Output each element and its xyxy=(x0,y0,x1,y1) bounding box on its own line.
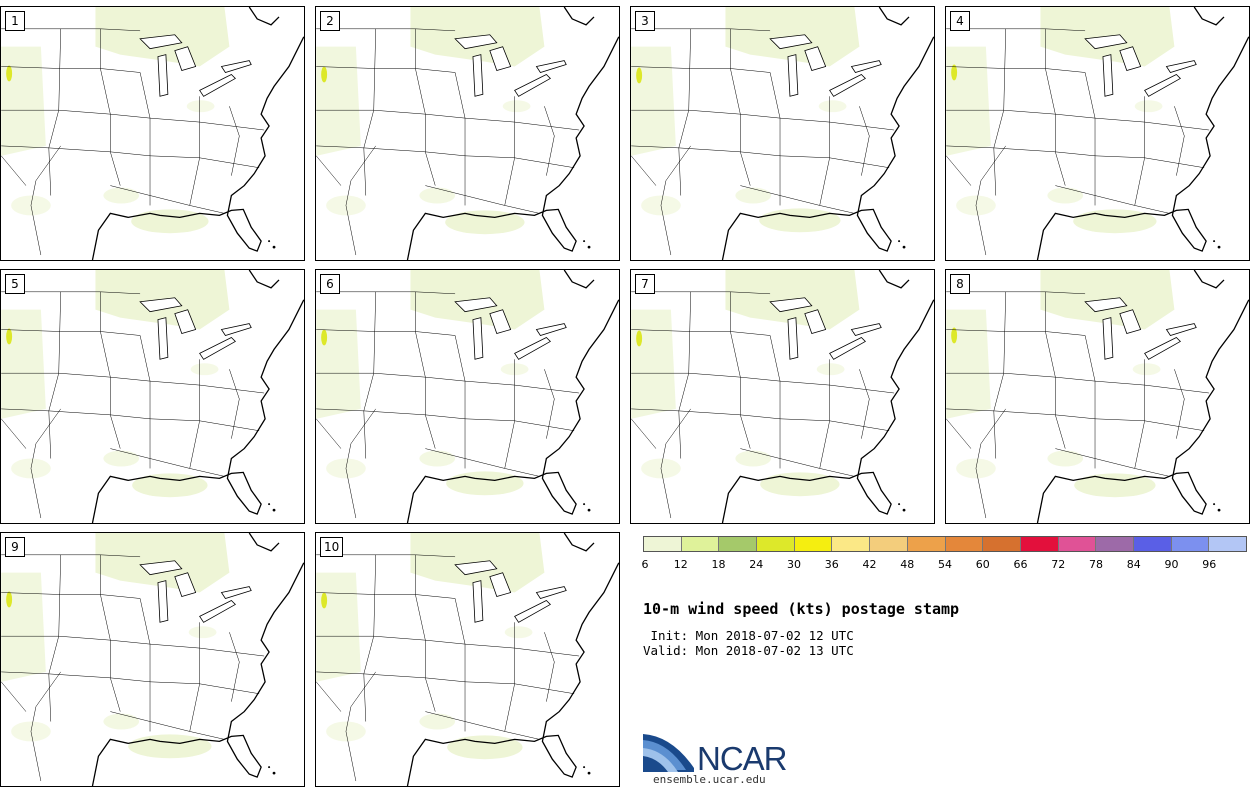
wind-speed-map xyxy=(1,7,304,260)
map-panel-member-6: 6 xyxy=(315,269,620,524)
wind-speed-map xyxy=(1,533,304,786)
colorbar-segment xyxy=(757,537,795,551)
colorbar-segment xyxy=(1020,537,1059,551)
colorbar-tick-label: 66 xyxy=(1013,558,1028,571)
member-label: 4 xyxy=(950,11,970,31)
colorbar-ticks: 6 12 18 24 30 36 42 48 54 60 66 72 78 84 90 96 xyxy=(641,558,1247,572)
colorbar-tick-label: 36 xyxy=(824,558,839,571)
colorbar-segment xyxy=(983,537,1021,551)
wind-speed-map xyxy=(946,270,1249,523)
map-panel-member-3: 3 xyxy=(630,6,935,261)
colorbar-segment xyxy=(1209,537,1246,551)
wind-speed-map xyxy=(316,533,619,786)
map-panel-member-1: 1 xyxy=(0,6,305,261)
colorbar-segment xyxy=(719,537,758,551)
colorbar-tick-label: 54 xyxy=(938,558,952,571)
wind-speed-map xyxy=(946,7,1249,260)
colorbar-segment xyxy=(794,537,833,551)
colorbar-segment xyxy=(681,537,720,551)
colorbar-segment xyxy=(870,537,908,551)
colorbar-segment xyxy=(832,537,871,551)
colorbar-segment xyxy=(1058,537,1097,551)
member-label: 7 xyxy=(635,274,655,294)
member-label: 6 xyxy=(320,274,340,294)
member-label: 3 xyxy=(635,11,655,31)
map-panel-member-4: 4 xyxy=(945,6,1250,261)
colorbar-tick-label: 72 xyxy=(1051,558,1066,571)
member-label: 10 xyxy=(320,537,344,557)
member-label: 5 xyxy=(5,274,25,294)
colorbar-segment xyxy=(1171,537,1210,551)
colorbar-tick-label: 12 xyxy=(673,558,688,571)
member-label: 8 xyxy=(950,274,970,294)
map-panel-member-10: 10 xyxy=(315,532,620,787)
member-label: 2 xyxy=(320,11,340,31)
wind-speed-map xyxy=(631,7,934,260)
wind-speed-map xyxy=(1,270,304,523)
colorbar-tick-label: 90 xyxy=(1164,558,1179,571)
ncar-logo-icon xyxy=(643,734,694,772)
colorbar-segment xyxy=(945,537,984,551)
member-label: 1 xyxy=(5,11,25,31)
map-panel-member-9: 9 xyxy=(0,532,305,787)
colorbar-segment xyxy=(907,537,946,551)
wind-speed-map xyxy=(316,270,619,523)
valid-time: Valid: Mon 2018-07-02 13 UTC xyxy=(643,643,854,658)
colorbar-segment xyxy=(644,537,682,551)
colorbar-tick-label: 18 xyxy=(711,558,726,571)
colorbar-tick-label: 78 xyxy=(1089,558,1103,571)
colorbar-segment xyxy=(1096,537,1134,551)
wind-speed-map xyxy=(631,270,934,523)
map-panel-member-8: 8 xyxy=(945,269,1250,524)
wind-speed-map xyxy=(316,7,619,260)
colorbar-tick-label: 42 xyxy=(862,558,877,571)
wind-speed-colorbar xyxy=(643,536,1247,552)
colorbar-tick-label: 96 xyxy=(1202,558,1217,571)
init-time: Init: Mon 2018-07-02 12 UTC xyxy=(643,628,854,643)
logo-text: NCAR xyxy=(697,740,788,777)
colorbar-tick-label: 24 xyxy=(749,558,764,571)
map-panel-member-2: 2 xyxy=(315,6,620,261)
colorbar-tick-label: 84 xyxy=(1126,558,1141,571)
map-panel-member-7: 7 xyxy=(630,269,935,524)
colorbar-tick-label: 6 xyxy=(641,558,649,571)
member-label: 9 xyxy=(5,537,25,557)
colorbar-tick-label: 48 xyxy=(900,558,915,571)
colorbar-tick-label: 60 xyxy=(975,558,990,571)
colorbar-tick-label: 30 xyxy=(787,558,801,571)
map-panel-member-5: 5 xyxy=(0,269,305,524)
logo-url: ensemble.ucar.edu xyxy=(653,773,766,786)
chart-title: 10-m wind speed (kts) postage stamp xyxy=(643,600,960,618)
colorbar-segment xyxy=(1133,537,1172,551)
